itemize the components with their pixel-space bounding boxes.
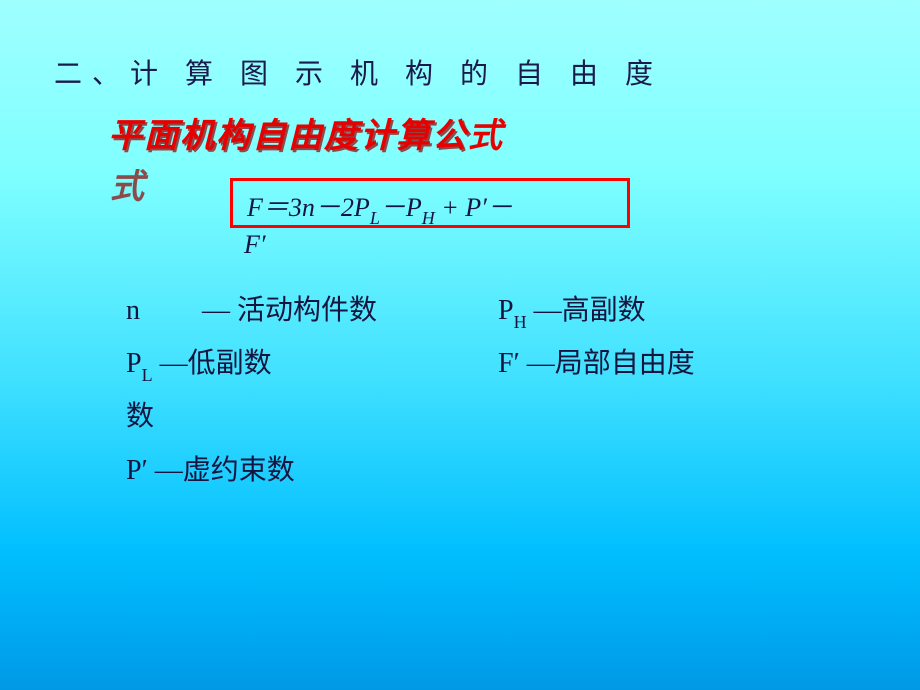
def-fp: F′ —局部自由度 <box>498 337 846 390</box>
def-row-3: 数 <box>126 390 846 443</box>
def-fp-text: —局部自由度 <box>527 348 695 379</box>
def-pp-text: —虚约束数 <box>155 455 295 486</box>
sym-n: n <box>126 284 140 337</box>
sym-fp: F′ <box>498 337 520 390</box>
subtitle-main: 平面机构自由度计算公式 <box>108 118 504 155</box>
def-row-1: n — 活动构件数 PH —高副数 <box>126 284 846 337</box>
sym-pl: PL <box>126 337 153 390</box>
def-fp-text2: 数 <box>126 401 154 432</box>
def-row-2: PL —低副数 F′ —局部自由度 <box>126 337 846 390</box>
def-row-4: P′ —虚约束数 <box>126 444 846 497</box>
definitions: n — 活动构件数 PH —高副数 PL —低副数 F′ —局部自由度 数 P′ … <box>126 284 846 497</box>
def-ph: PH —高副数 <box>498 284 846 337</box>
def-pl-text: —低副数 <box>160 348 272 379</box>
subtitle-wrap: 平面机构自由度计算公式 平面机构自由度计算公式 <box>108 108 504 157</box>
formula-line2: F′ <box>244 230 266 260</box>
subtitle: 平面机构自由度计算公式 平面机构自由度计算公式 <box>108 108 504 157</box>
def-pl: PL —低副数 <box>126 337 498 390</box>
def-n: n — 活动构件数 <box>126 284 498 337</box>
def-pp: P′ —虚约束数 <box>126 444 498 497</box>
sym-pp: P′ <box>126 444 148 497</box>
def-n-text: — 活动构件数 <box>202 295 377 326</box>
def-ph-text: —高副数 <box>534 295 646 326</box>
def-fp-cont: 数 <box>126 390 498 443</box>
section-heading: 二、计 算 图 示 机 构 的 自 由 度 <box>54 52 663 92</box>
sym-ph: PH <box>498 284 527 337</box>
